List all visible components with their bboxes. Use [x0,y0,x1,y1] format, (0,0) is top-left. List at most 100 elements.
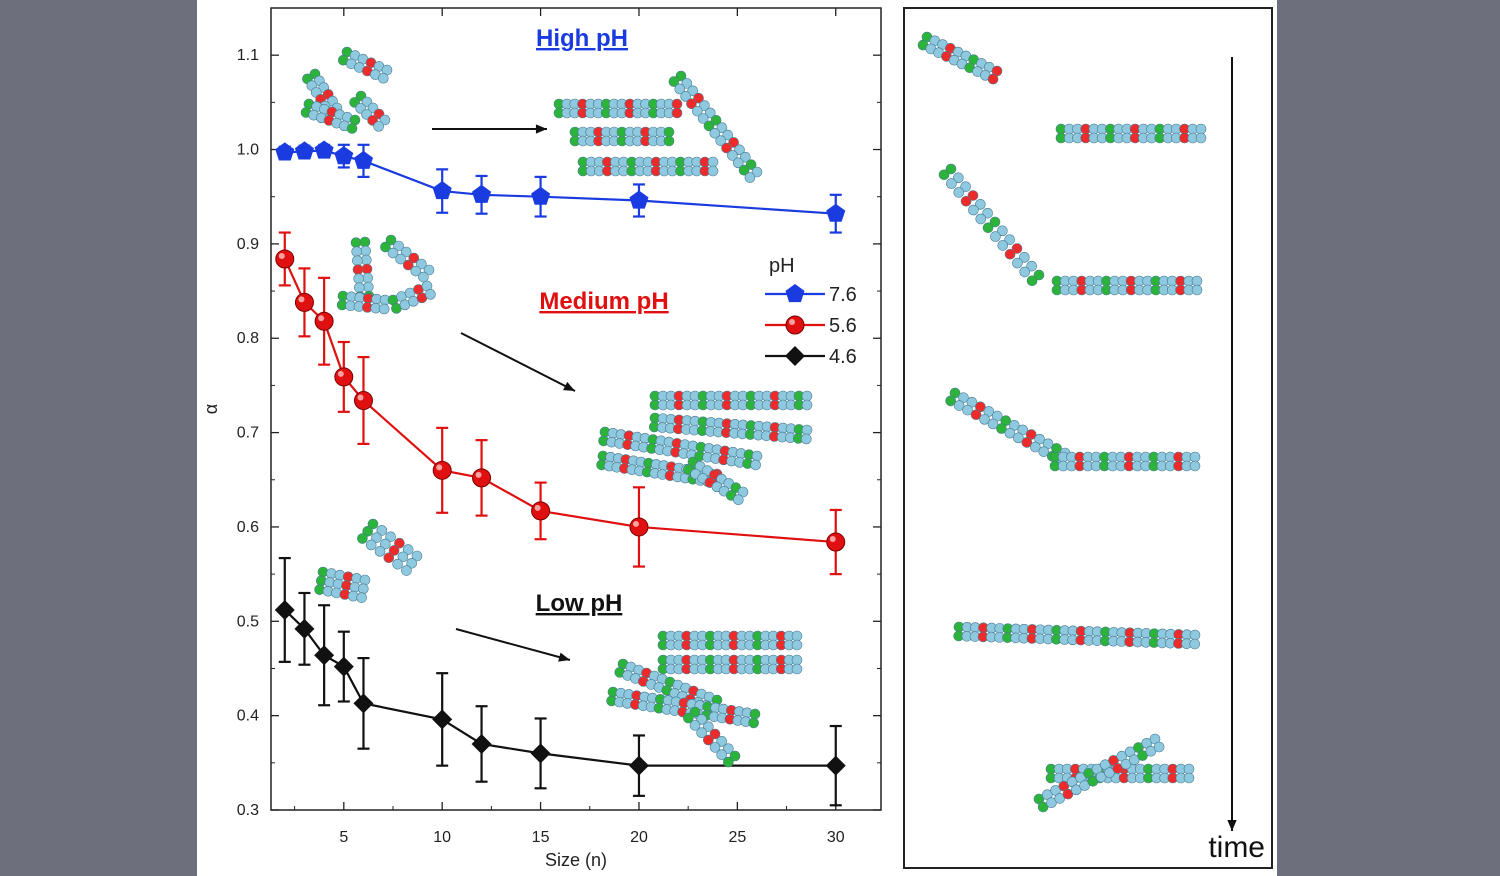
bead [1195,123,1207,135]
y-tick-label: 0.5 [237,613,259,630]
legend-label: 4.6 [829,346,857,368]
molecule-chain [349,97,384,132]
molecule-illustrations [300,46,813,768]
data-point-highlight [632,520,639,527]
bead [363,281,374,293]
bead [1189,629,1201,641]
molecule-chain [649,399,813,411]
molecule-chain [1051,284,1203,296]
bead [699,100,710,111]
bead [346,123,358,134]
data-point [275,142,295,161]
bead [1195,132,1207,144]
bead [975,199,986,210]
bead [397,551,409,563]
bead [351,246,362,257]
x-tick-label: 20 [630,829,648,846]
bead [371,532,382,543]
data-point [274,599,295,620]
data-point [432,181,452,200]
data-point [530,743,551,764]
data-point [314,645,335,666]
bead [358,583,369,595]
bead [1104,767,1115,779]
bead [990,231,1001,242]
data-point [353,391,373,411]
molecule-chain [657,639,803,651]
data-point [471,733,492,754]
data-point-highlight [436,464,443,471]
bead [801,424,813,436]
bead [361,263,373,275]
molecule-chain [657,630,803,642]
bead [1189,638,1200,650]
bead [352,264,364,275]
arrow-high-head [535,124,547,134]
bead [801,399,813,411]
molecule-chain [391,289,436,314]
bead [687,85,698,97]
bead [394,537,405,549]
bead [359,574,371,586]
molecule-chain [668,76,756,183]
bead [674,83,686,95]
molecule-chain [1037,741,1165,813]
bead [740,151,751,163]
data-point [628,755,649,776]
data-point [629,190,649,209]
bead [997,240,1009,251]
bead [380,538,391,550]
regime-label: Low pH [536,590,623,617]
molecule-chain [687,456,749,498]
bead [716,122,728,133]
series-5.6 [275,231,846,576]
legend-title: pH [769,255,795,277]
bead [692,105,703,117]
bead [402,259,414,271]
series-line [283,258,836,544]
molecule-chain [1055,123,1207,135]
bead [1095,771,1107,783]
bead [367,518,379,530]
bead [423,264,435,276]
bead [376,525,388,536]
bead [946,178,957,189]
arrow-medium-head [563,381,575,391]
data-point [354,150,373,169]
bead [395,253,406,265]
bead [1087,775,1099,787]
bead [744,172,756,183]
x-axis-title: Size (n) [545,850,607,870]
bead [416,258,427,270]
bead [723,756,734,768]
bead [1191,284,1203,296]
data-point [432,709,453,730]
bead [353,273,364,284]
molecule-chain [569,135,675,147]
bead [975,213,987,225]
data-point-highlight [829,536,836,543]
bead [354,282,365,293]
bead [704,107,716,119]
molecule-chain [657,663,803,675]
bead [380,241,391,253]
bead [703,734,714,746]
series-line [284,149,836,215]
bead [960,195,972,207]
bead [357,533,368,544]
molecule-chain [599,426,763,462]
bead [1054,793,1066,804]
molecule-chain [945,163,1045,281]
arrow-low-shaft [455,628,571,661]
bead [1046,797,1057,809]
series-7.6 [275,140,846,234]
data-point [314,140,334,159]
y-tick-label: 0.4 [237,708,259,725]
bead [745,159,757,170]
data-point-highlight [298,296,305,303]
bead [707,156,719,168]
bead [697,113,709,124]
molecule-chain [317,566,371,586]
bead [425,289,436,300]
molecule-chain [1045,772,1195,784]
